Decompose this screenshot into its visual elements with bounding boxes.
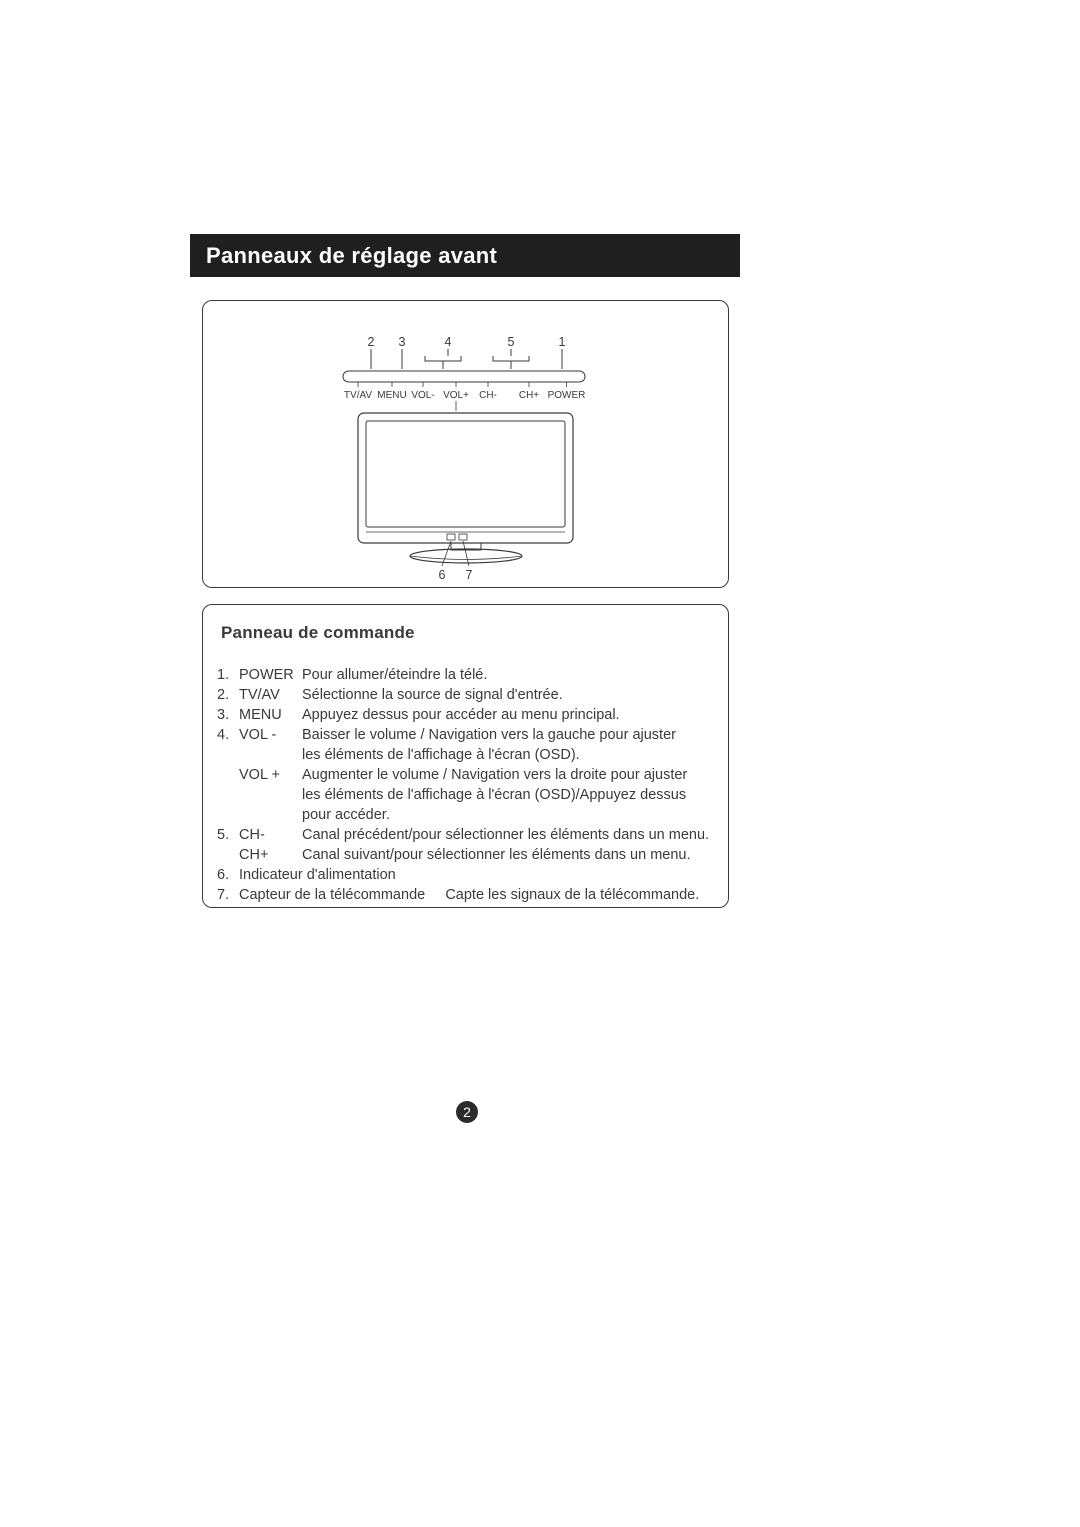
item-key: CH- bbox=[239, 825, 302, 845]
item-number: 3. bbox=[217, 705, 239, 725]
item-key: MENU bbox=[239, 705, 302, 725]
item-number: 2. bbox=[217, 685, 239, 705]
control-item: 2.TV/AVSélectionne la source de signal d… bbox=[217, 685, 714, 705]
control-item: pour accéder. bbox=[217, 805, 714, 825]
item-desc: les éléments de l'affichage à l'écran (O… bbox=[302, 785, 714, 805]
callout-number: 5 bbox=[508, 335, 515, 349]
control-item: 5.CH-Canal précédent/pour sélectionner l… bbox=[217, 825, 714, 845]
page-number-badge: 2 bbox=[456, 1101, 478, 1123]
tv-outline-icon bbox=[358, 413, 573, 563]
item-desc: les éléments de l'affichage à l'écran (O… bbox=[302, 745, 714, 765]
callout-number: 3 bbox=[399, 335, 406, 349]
item-desc: Canal précédent/pour sélectionner les él… bbox=[302, 825, 714, 845]
control-item: 7.Capteur de la télécommande Capte les s… bbox=[217, 885, 714, 905]
item-key: POWER bbox=[239, 665, 302, 685]
item-key: VOL - bbox=[239, 725, 302, 745]
item-desc: Sélectionne la source de signal d'entrée… bbox=[302, 685, 714, 705]
item-number: 5. bbox=[217, 825, 239, 845]
control-item: 3.MENUAppuyez dessus pour accéder au men… bbox=[217, 705, 714, 725]
callout-number: 2 bbox=[368, 335, 375, 349]
control-item: 6.Indicateur d'alimentation bbox=[217, 865, 714, 885]
control-panel-list: 1.POWERPour allumer/éteindre la télé.2.T… bbox=[217, 665, 714, 905]
item-key: CH+ bbox=[239, 845, 302, 865]
item-number: 4. bbox=[217, 725, 239, 745]
item-desc: Pour allumer/éteindre la télé. bbox=[302, 665, 714, 685]
item-key: TV/AV bbox=[239, 685, 302, 705]
control-item: les éléments de l'affichage à l'écran (O… bbox=[217, 785, 714, 805]
button-label: POWER bbox=[548, 390, 586, 401]
control-item: les éléments de l'affichage à l'écran (O… bbox=[217, 745, 714, 765]
button-label: TV/AV bbox=[344, 390, 372, 401]
item-key: VOL + bbox=[239, 765, 302, 785]
tv-diagram-svg: 2 3 4 5 1 TV/AV MENU VOL- VOL+ CH- CH+ POWER bbox=[203, 301, 728, 587]
button-label: VOL- bbox=[411, 390, 434, 401]
section-title: Panneaux de réglage avant bbox=[190, 234, 740, 277]
item-desc: Augmenter le volume / Navigation vers la… bbox=[302, 765, 714, 785]
control-panel-heading: Panneau de commande bbox=[221, 623, 415, 643]
control-item: 4.VOL -Baisser le volume / Navigation ve… bbox=[217, 725, 714, 745]
callout-number: 6 bbox=[439, 568, 446, 582]
button-label: CH- bbox=[479, 390, 497, 401]
item-number: 6. bbox=[217, 865, 239, 885]
item-desc: Indicateur d'alimentation bbox=[239, 865, 714, 885]
item-desc: pour accéder. bbox=[302, 805, 714, 825]
page: Panneaux de réglage avant 23451 TV/AVMEN… bbox=[0, 0, 1080, 1527]
control-panel-box: Panneau de commande 1.POWERPour allumer/… bbox=[202, 604, 729, 908]
item-number: 7. bbox=[217, 885, 239, 905]
item-desc: Appuyez dessus pour accéder au menu prin… bbox=[302, 705, 714, 725]
button-label: CH+ bbox=[519, 390, 539, 401]
callout-number: 7 bbox=[466, 568, 473, 582]
callout-number: 4 bbox=[445, 335, 452, 349]
button-label: VOL+ bbox=[443, 390, 469, 401]
item-desc: Baisser le volume / Navigation vers la g… bbox=[302, 725, 714, 745]
control-item: VOL +Augmenter le volume / Navigation ve… bbox=[217, 765, 714, 785]
item-desc: Capteur de la télécommande Capte les sig… bbox=[239, 885, 714, 905]
item-desc: Canal suivant/pour sélectionner les élém… bbox=[302, 845, 714, 865]
item-number: 1. bbox=[217, 665, 239, 685]
control-item: 1.POWERPour allumer/éteindre la télé. bbox=[217, 665, 714, 685]
control-item: CH+Canal suivant/pour sélectionner les é… bbox=[217, 845, 714, 865]
callout-number: 1 bbox=[559, 335, 566, 349]
tv-diagram: 2 3 4 5 1 TV/AV MENU VOL- VOL+ CH- CH+ POWER bbox=[202, 300, 729, 588]
button-label: MENU bbox=[377, 390, 406, 401]
